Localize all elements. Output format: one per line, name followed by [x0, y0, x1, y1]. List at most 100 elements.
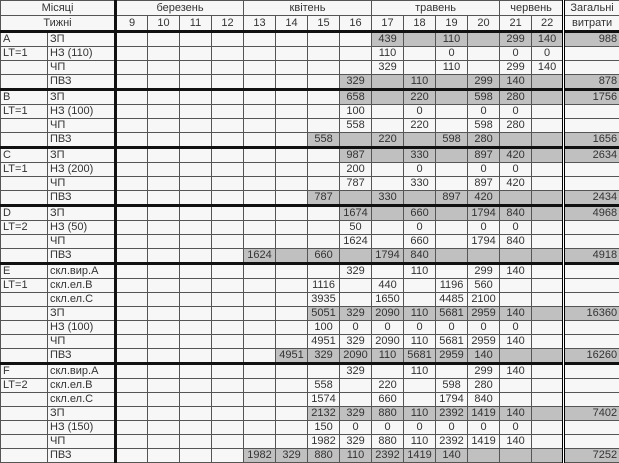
week-cell [532, 105, 564, 119]
week-cell [308, 163, 340, 177]
week-cell: 1419 [468, 407, 500, 421]
week-cell: 1116 [308, 279, 340, 293]
week-cell [532, 393, 564, 407]
group-lead-time: LT=2 [1, 221, 48, 235]
week-cell: 2959 [436, 349, 468, 364]
week-cell: 330 [372, 191, 404, 206]
week-cell [340, 293, 372, 307]
row-label: ЧП [48, 335, 116, 349]
week-header: 19 [436, 16, 468, 32]
week-cell: 0 [500, 105, 532, 119]
week-cell: 658 [340, 90, 372, 105]
total-cell [564, 379, 619, 393]
week-cell: 598 [468, 119, 500, 133]
week-cell [276, 321, 308, 335]
group-label-empty [1, 435, 48, 449]
week-cell: 598 [468, 90, 500, 105]
week-cell [180, 264, 212, 279]
week-cell: 840 [468, 393, 500, 407]
row-label: НЗ (100) [48, 321, 116, 335]
week-cell [404, 379, 436, 393]
week-cell: 1624 [340, 235, 372, 249]
week-cell [436, 206, 468, 221]
week-cell: 787 [340, 177, 372, 191]
week-cell [212, 449, 244, 463]
week-cell [244, 421, 276, 435]
week-cell [276, 221, 308, 235]
week-cell: 880 [308, 449, 340, 463]
week-cell [116, 407, 148, 421]
week-cell [276, 177, 308, 191]
week-header: 18 [404, 16, 436, 32]
week-cell [212, 279, 244, 293]
week-cell: 2100 [468, 293, 500, 307]
months-label: Місяці [1, 1, 116, 16]
row-label: ПВЗ [48, 133, 116, 148]
week-cell [180, 349, 212, 364]
week-cell [340, 249, 372, 264]
week-cell: 299 [468, 264, 500, 279]
week-cell: 0 [468, 321, 500, 335]
week-cell [180, 177, 212, 191]
week-cell [308, 264, 340, 279]
group-name: C [1, 148, 48, 163]
week-cell [436, 264, 468, 279]
week-cell [148, 119, 180, 133]
week-cell [244, 393, 276, 407]
week-cell [276, 148, 308, 163]
week-cell: 1196 [436, 279, 468, 293]
week-cell [532, 264, 564, 279]
group-label-empty [1, 119, 48, 133]
week-cell [276, 421, 308, 435]
week-cell [212, 235, 244, 249]
row-label: ЗП [48, 206, 116, 221]
week-cell [212, 321, 244, 335]
week-cell [276, 90, 308, 105]
week-cell [276, 279, 308, 293]
week-cell [468, 449, 500, 463]
week-cell: 0 [436, 321, 468, 335]
week-cell [180, 163, 212, 177]
week-cell [212, 335, 244, 349]
week-cell [212, 293, 244, 307]
total-cell: 2634 [564, 148, 619, 163]
week-cell: 140 [500, 75, 532, 90]
week-cell [404, 47, 436, 61]
week-cell [148, 221, 180, 235]
week-cell [116, 293, 148, 307]
group-label-empty [1, 307, 48, 321]
weeks-label: Тижні [1, 16, 116, 32]
week-cell [340, 133, 372, 148]
week-cell [244, 75, 276, 90]
week-cell [116, 393, 148, 407]
week-cell [116, 191, 148, 206]
week-cell: 299 [500, 32, 532, 47]
week-cell [436, 75, 468, 90]
week-cell: 0 [404, 421, 436, 435]
week-cell [148, 279, 180, 293]
week-cell: 140 [500, 264, 532, 279]
total-cell: 878 [564, 75, 619, 90]
group-label-empty [1, 421, 48, 435]
week-cell [372, 364, 404, 379]
week-cell [116, 249, 148, 264]
week-cell [212, 163, 244, 177]
week-cell [148, 335, 180, 349]
week-cell [148, 177, 180, 191]
total-cell: 4968 [564, 206, 619, 221]
week-cell [532, 379, 564, 393]
week-cell [212, 379, 244, 393]
week-cell [116, 379, 148, 393]
week-cell: 5681 [436, 307, 468, 321]
week-header: 9 [116, 16, 148, 32]
week-cell [116, 119, 148, 133]
week-cell [404, 293, 436, 307]
total-cell: 7252 [564, 449, 619, 463]
week-cell [532, 421, 564, 435]
